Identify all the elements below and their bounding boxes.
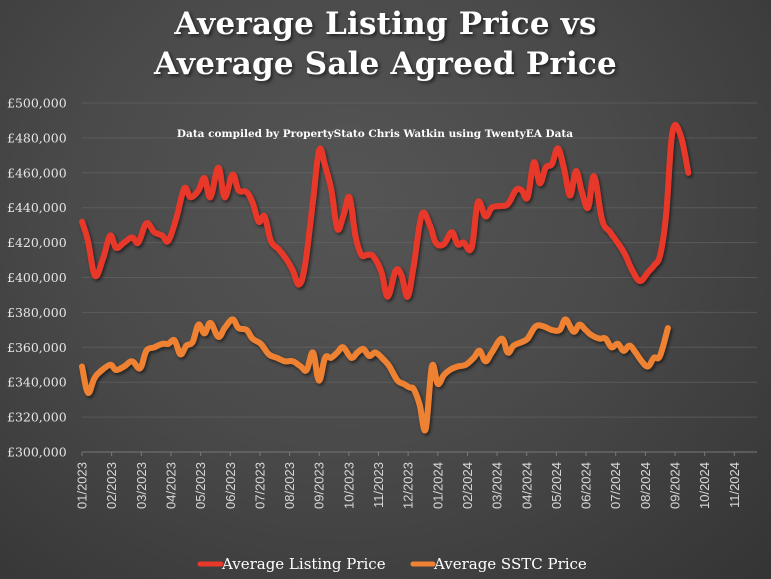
legend-label-sstc[interactable]: Average SSTC Price	[433, 555, 587, 573]
x-tick-label: 05/2024	[549, 462, 564, 509]
x-tick-label: 04/2023	[163, 462, 178, 509]
x-tick-label: 01/2023	[75, 462, 90, 509]
x-tick-label: 02/2023	[104, 462, 119, 509]
series-line-listing	[79, 121, 692, 300]
y-tick-label: £320,000	[7, 410, 67, 425]
y-tick-label: £420,000	[7, 235, 67, 250]
x-tick-label: 07/2023	[252, 462, 267, 509]
series-line-sstc	[79, 316, 671, 434]
x-tick-label: 03/2024	[490, 462, 505, 509]
gridlines	[82, 102, 757, 418]
chart-title-line-1: Average Listing Price vs	[174, 6, 597, 42]
y-tick-label: £380,000	[7, 305, 67, 320]
x-tick-label: 03/2023	[134, 462, 149, 509]
series	[79, 121, 692, 434]
y-tick-label: £500,000	[7, 96, 67, 111]
x-tick-label: 10/2023	[341, 462, 356, 509]
y-axis: £300,000 £320,000 £340,000 £360,000 £380,000…	[7, 96, 67, 460]
chart-title: Average Listing Price vs Average Sale Ag…	[0, 4, 771, 84]
x-tick-label: 08/2023	[282, 462, 297, 509]
chart-title-line-2: Average Sale Agreed Price	[154, 46, 617, 82]
source-annotation: Data compiled by PropertyStato Chris Wat…	[177, 128, 573, 140]
x-tick-label: 06/2023	[223, 462, 238, 509]
x-tick-label: 01/2024	[430, 462, 445, 509]
x-tick-label: 02/2024	[460, 462, 475, 509]
x-tick-label: 04/2024	[519, 462, 534, 509]
x-tick-label: 10/2024	[697, 462, 712, 509]
x-tick-label: 11/2024	[727, 462, 742, 508]
y-tick-label: £340,000	[7, 375, 67, 390]
y-tick-label: £460,000	[7, 165, 67, 180]
x-tick-label: 12/2023	[401, 462, 416, 509]
y-tick-label: £440,000	[7, 200, 67, 215]
y-tick-label: £300,000	[7, 445, 67, 460]
x-tick-label: 09/2024	[668, 462, 683, 509]
y-tick-label: £360,000	[7, 340, 67, 355]
y-tick-label: £480,000	[7, 130, 67, 145]
legend: Average Listing Price Average SSTC Price	[197, 555, 587, 573]
legend-label-listing[interactable]: Average Listing Price	[221, 555, 386, 573]
x-tick-label: 11/2023	[371, 462, 386, 508]
x-tick-label: 08/2024	[638, 462, 653, 509]
x-tick-label: 07/2024	[608, 462, 623, 509]
x-tick-label: 05/2023	[193, 462, 208, 509]
x-tick-label: 06/2024	[579, 462, 594, 509]
x-axis: 01/2023 02/2023 03/2023 04/2023 05/2023 06/20…	[75, 451, 757, 509]
y-tick-label: £400,000	[7, 270, 67, 285]
x-tick-label: 09/2023	[312, 462, 327, 509]
